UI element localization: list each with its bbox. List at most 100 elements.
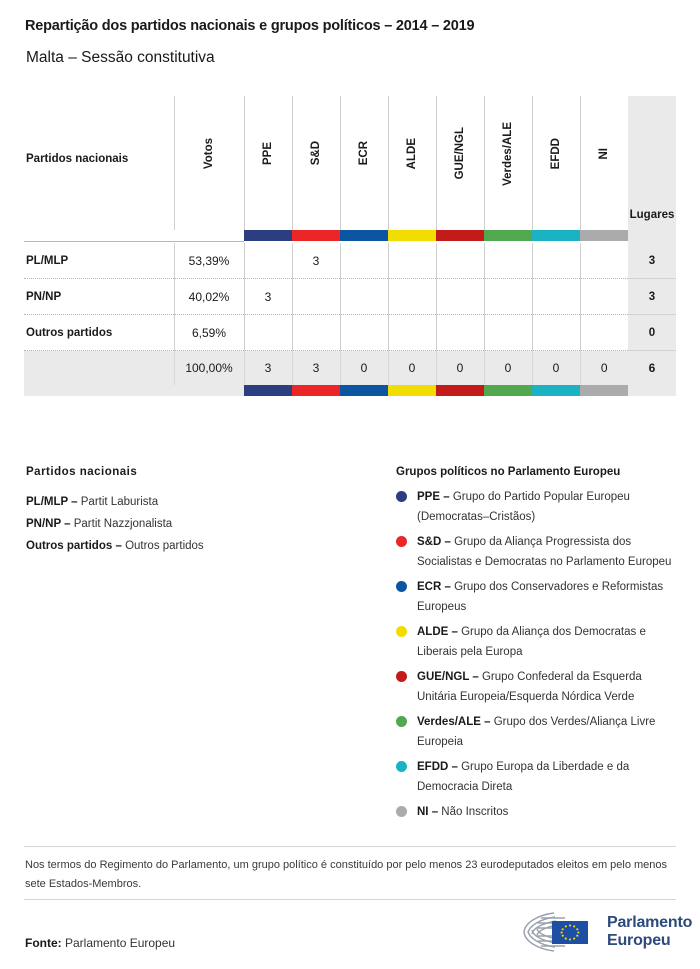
- color-bar-efdd: [532, 385, 580, 396]
- legend-group-abbr: NI –: [417, 806, 439, 818]
- legend-national-name: Partit Nazzjonalista: [73, 518, 173, 530]
- table-header-row: Partidos nacionais Votos PPE S&D ECR ALD…: [24, 96, 676, 230]
- cell-guengl: [435, 278, 484, 315]
- cell-efdd: [531, 243, 580, 279]
- total-ppe: 3: [243, 350, 292, 385]
- color-bar-ecr: [340, 385, 388, 396]
- color-bar-ni: [580, 385, 628, 396]
- legend-national-abbr: Outros partidos –: [26, 540, 122, 552]
- legend-group-name: Grupo Europa da Liberdade e da Democraci…: [417, 761, 630, 793]
- legend-group-abbr: Verdes/ALE –: [417, 716, 491, 728]
- legend-national-parties: Partidos nacionais PL/MLP – Partit Labur…: [26, 466, 366, 557]
- table-row: Outros partidos 6,59% 0: [24, 314, 676, 351]
- column-header-group-label: Verdes/ALE: [502, 121, 514, 186]
- column-header-group-label: ALDE: [406, 137, 418, 170]
- total-alde: 0: [387, 350, 436, 385]
- cell-guengl: [435, 314, 484, 351]
- legend-group-text: Verdes/ALE – Grupo dos Verdes/Aliança Li…: [417, 713, 681, 752]
- row-seats-total: 0: [628, 314, 676, 351]
- cell-efdd: [531, 314, 580, 351]
- column-header-votes: Votos: [173, 96, 244, 230]
- total-sd: 3: [291, 350, 340, 385]
- color-bar-ppe: [244, 385, 292, 396]
- legend-color-dot-icon: [396, 536, 407, 547]
- header-separator: [174, 241, 244, 243]
- legend-group-text: NI – Não Inscritos: [417, 803, 508, 823]
- legend-group-abbr: EFDD –: [417, 761, 458, 773]
- legend-national-title: Partidos nacionais: [26, 466, 138, 478]
- cell-ecr: [339, 243, 388, 279]
- total-ni: 0: [579, 350, 628, 385]
- cell-alde: [387, 314, 436, 351]
- cell-ppe: 3: [243, 278, 292, 315]
- column-header-group-ni: NI: [579, 96, 628, 230]
- color-bar-spacer: [628, 385, 676, 396]
- column-header-group-label: S&D: [310, 141, 322, 166]
- cell-verdesale: [483, 243, 532, 279]
- legend-group-item: NI – Não Inscritos: [396, 803, 681, 823]
- legend-group-item: EFDD – Grupo Europa da Liberdade e da De…: [396, 758, 681, 797]
- legend-group-item: ECR – Grupo dos Conservadores e Reformis…: [396, 578, 681, 617]
- european-parliament-wordmark: Parlamento Europeu: [607, 914, 692, 950]
- row-votes: 40,02%: [173, 278, 244, 315]
- logo-line-1: Parlamento: [607, 914, 693, 931]
- row-votes: 6,59%: [173, 314, 244, 351]
- legend-political-groups: Grupos políticos no Parlamento Europeu P…: [396, 466, 681, 829]
- legend-group-abbr: ECR –: [417, 581, 451, 593]
- column-header-group-guengl: GUE/NGL: [435, 96, 484, 230]
- legend-national-item: PN/NP – Partit Nazzjonalista: [26, 513, 366, 535]
- cell-sd: [291, 314, 340, 351]
- distribution-table: Partidos nacionais Votos PPE S&D ECR ALD…: [24, 96, 676, 396]
- header-separator: [24, 241, 174, 243]
- legend-group-abbr: S&D –: [417, 536, 451, 548]
- cell-efdd: [531, 278, 580, 315]
- column-header-group-ecr: ECR: [339, 96, 388, 230]
- legend-group-text: ECR – Grupo dos Conservadores e Reformis…: [417, 578, 681, 617]
- page-title: Repartição dos partidos nacionais e grup…: [25, 18, 475, 34]
- legend-group-text: GUE/NGL – Grupo Confederal da Esquerda U…: [417, 668, 681, 707]
- legend-group-item: PPE – Grupo do Partido Popular Europeu (…: [396, 488, 681, 527]
- total-efdd: 0: [531, 350, 580, 385]
- legend-group-item: Verdes/ALE – Grupo dos Verdes/Aliança Li…: [396, 713, 681, 752]
- logo-line-2: Europeu: [607, 932, 671, 949]
- page-subtitle: Malta – Sessão constitutiva: [26, 49, 215, 66]
- legend-color-dot-icon: [396, 491, 407, 502]
- cell-ppe: [243, 314, 292, 351]
- color-bar-efdd: [532, 230, 580, 242]
- column-header-group-sd: S&D: [291, 96, 340, 230]
- column-header-group-efdd: EFDD: [531, 96, 580, 230]
- row-label: Outros partidos: [24, 314, 174, 351]
- legend-group-text: S&D – Grupo da Aliança Progressista dos …: [417, 533, 681, 572]
- legend-color-dot-icon: [396, 671, 407, 682]
- cell-alde: [387, 278, 436, 315]
- column-header-group-label: ECR: [358, 141, 370, 166]
- column-header-votes-label: Votos: [203, 137, 215, 170]
- row-seats-total: 3: [628, 278, 676, 315]
- cell-ecr: [339, 314, 388, 351]
- color-bar-ecr: [340, 230, 388, 242]
- column-header-national-parties-label: Partidos nacionais: [26, 152, 129, 165]
- legend-national-item: Outros partidos – Outros partidos: [26, 535, 366, 557]
- cell-sd: [291, 278, 340, 315]
- source-label: Fonte:: [25, 936, 62, 950]
- cell-ni: [579, 243, 628, 279]
- column-header-group-label: NI: [598, 147, 611, 160]
- legend-color-dot-icon: [396, 806, 407, 817]
- cell-sd: 3: [291, 243, 340, 279]
- legend-group-text: ALDE – Grupo da Aliança dos Democratas e…: [417, 623, 681, 662]
- legend-group-abbr: PPE –: [417, 491, 450, 503]
- cell-verdesale: [483, 278, 532, 315]
- european-parliament-emblem-icon: [523, 912, 588, 952]
- color-bar-ni: [580, 230, 628, 242]
- color-bar-sd: [292, 385, 340, 396]
- legend-group-name: Grupo da Aliança Progressista dos Social…: [417, 536, 672, 568]
- table-row: PN/NP 40,02% 3 3: [24, 278, 676, 315]
- color-bar-alde: [388, 385, 436, 396]
- table-row: PL/MLP 53,39% 3 3: [24, 243, 676, 279]
- color-bar-guengl: [436, 385, 484, 396]
- color-bar-alde: [388, 230, 436, 242]
- legend-national-name: Outros partidos: [125, 540, 204, 552]
- cell-alde: [387, 243, 436, 279]
- table-body: PL/MLP 53,39% 3 3 PN/NP 40,02% 3: [24, 243, 676, 396]
- legend-national-name: Partit Laburista: [80, 496, 159, 508]
